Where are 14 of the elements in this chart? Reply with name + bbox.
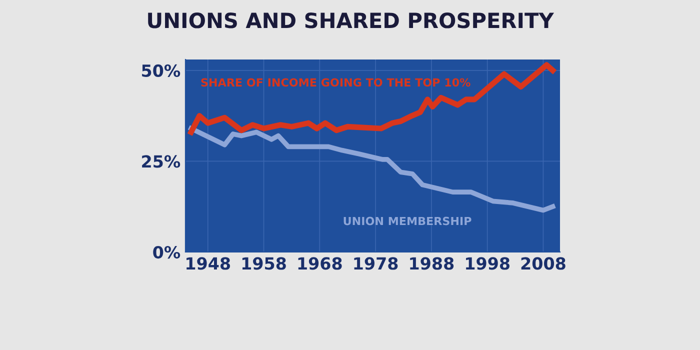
x-tick-label: 1948 <box>186 257 230 270</box>
y-tick-label: 0% <box>153 246 180 259</box>
series-label: SHARE OF INCOME GOING TO THE TOP 10% <box>201 78 470 87</box>
line-series <box>188 126 556 213</box>
x-tick-label: 1978 <box>354 257 398 270</box>
y-tick-label: 25% <box>142 155 180 168</box>
text: UNION MEMBERSHIP <box>344 216 472 226</box>
x-tick-label: 1988 <box>410 257 454 270</box>
x-tick-label: 1968 <box>298 257 342 270</box>
x-tick-label: 2008 <box>521 257 566 270</box>
y-tick-label: 50% <box>142 64 180 77</box>
chart-title: UNIONS AND SHARED PROSPERITY <box>148 12 554 28</box>
x-tick-label: 1958 <box>242 257 286 270</box>
x-tick-label: 1998 <box>466 257 510 270</box>
